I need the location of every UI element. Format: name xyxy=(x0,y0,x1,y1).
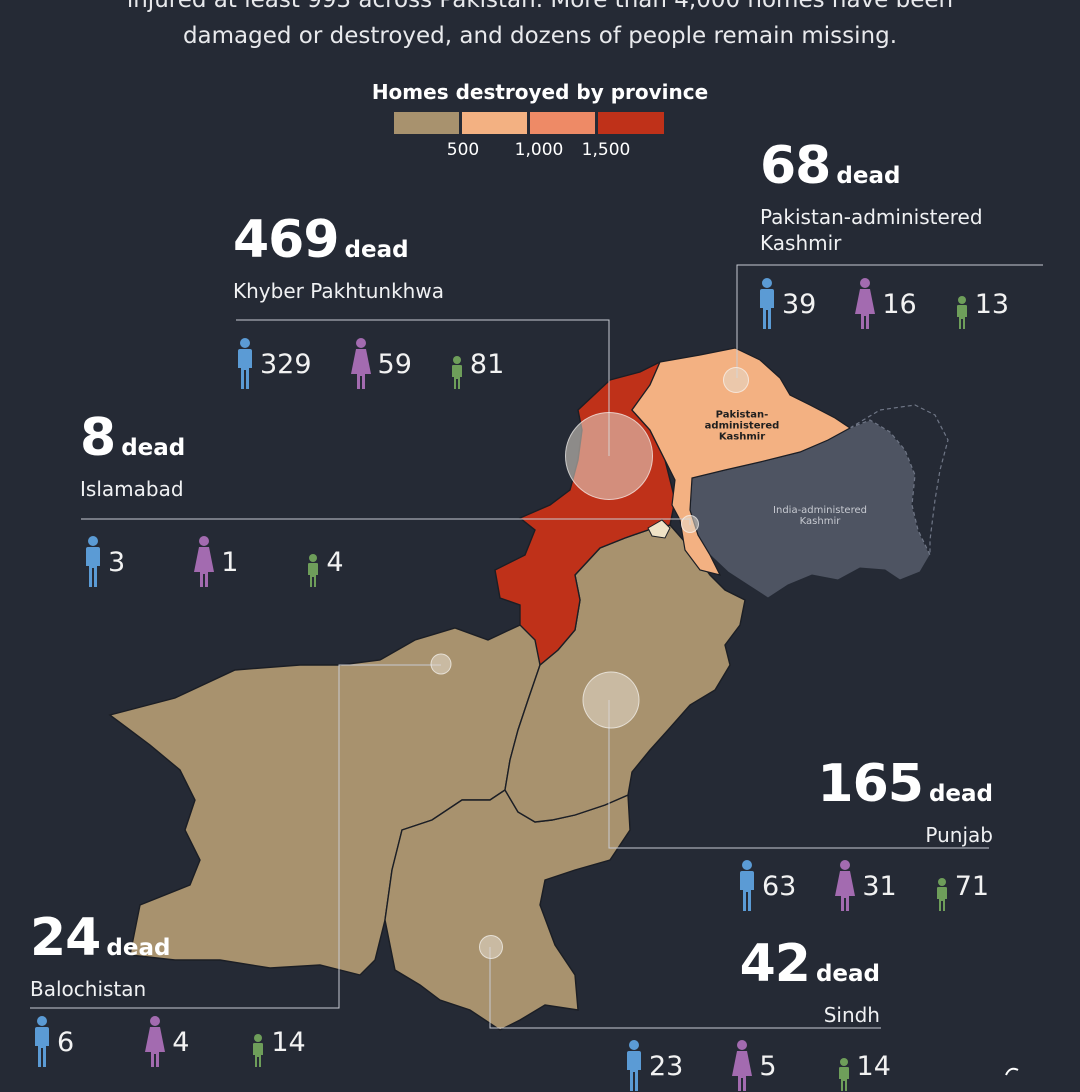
woman-icon xyxy=(193,536,215,588)
children-bal: 14 xyxy=(271,1026,306,1058)
marker-pun xyxy=(582,671,640,729)
region-disputed-outline xyxy=(849,404,949,556)
marker-kp xyxy=(565,412,653,500)
man-icon xyxy=(758,278,776,330)
legend-tick-1500: 1,500 xyxy=(581,140,631,160)
women-kp: 59 xyxy=(377,348,412,380)
children-isb: 4 xyxy=(326,546,344,578)
legend-swatch-3 xyxy=(598,112,664,134)
man-icon xyxy=(738,860,756,912)
stats-sin: 23 5 14 xyxy=(625,1040,929,1092)
name-pun: Punjab xyxy=(925,823,993,847)
man-icon xyxy=(84,536,102,588)
legend-swatch-2 xyxy=(530,112,595,134)
legend-title: Homes destroyed by province xyxy=(371,80,709,104)
child-icon xyxy=(251,1016,265,1068)
women-isb: 1 xyxy=(221,546,239,578)
legend-tick-1000: 1,000 xyxy=(514,140,564,160)
woman-icon xyxy=(834,860,856,912)
intro-line-1: injured at least 993 across Pakistan. Mo… xyxy=(126,0,954,13)
woman-icon xyxy=(144,1016,166,1068)
name-isb: Islamabad xyxy=(80,477,184,501)
child-icon xyxy=(935,860,949,912)
child-icon xyxy=(306,536,320,588)
leader-line-pun xyxy=(608,700,989,849)
deaths-bal: 24 dead xyxy=(30,908,171,968)
marker-sin xyxy=(479,935,503,959)
callout-isb: 8 dead Islamabad xyxy=(80,410,185,502)
map-label-india-kashmir: India-administered Kashmir xyxy=(773,505,867,527)
woman-icon xyxy=(854,278,876,330)
callout-kp: 469 dead Khyber Pakhtunkhwa xyxy=(233,212,444,304)
name-ajk-line-2: Kashmir xyxy=(760,231,842,255)
women-ajk: 16 xyxy=(882,288,917,320)
callout-sin: 42 dead Sindh xyxy=(640,936,880,1028)
deaths-ajk: 68 dead xyxy=(760,136,901,196)
leader-line-sin xyxy=(489,947,881,1029)
intro-text: injured at least 993 across Pakistan. Mo… xyxy=(0,0,1080,54)
leader-line-kp xyxy=(236,319,610,456)
man-icon xyxy=(625,1040,643,1092)
marker-bal xyxy=(430,653,452,675)
legend-tick-500: 500 xyxy=(446,140,480,160)
name-ajk-line-1: Pakistan-administered xyxy=(760,205,983,229)
callout-pun: 165 dead Punjab xyxy=(740,756,993,848)
stats-pun: 63 31 71 xyxy=(738,860,1027,912)
marker-ajk xyxy=(723,367,749,393)
child-icon xyxy=(450,338,464,390)
deaths-sin: 42 dead xyxy=(739,934,880,994)
stats-isb: 3 1 4 xyxy=(84,536,382,588)
women-bal: 4 xyxy=(172,1026,190,1058)
name-bal: Balochistan xyxy=(30,977,147,1001)
legend-swatch-0 xyxy=(394,112,459,134)
men-bal: 6 xyxy=(57,1026,75,1058)
woman-icon xyxy=(731,1040,753,1092)
name-sin: Sindh xyxy=(823,1003,880,1027)
legend-swatch-1 xyxy=(462,112,527,134)
child-icon xyxy=(955,278,969,330)
men-pun: 63 xyxy=(762,870,797,902)
men-kp: 329 xyxy=(260,348,312,380)
men-sin: 23 xyxy=(649,1050,684,1082)
stats-ajk: 39 16 13 xyxy=(758,278,1047,330)
deaths-pun: 165 dead xyxy=(817,754,993,814)
women-pun: 31 xyxy=(862,870,897,902)
men-isb: 3 xyxy=(108,546,126,578)
children-kp: 81 xyxy=(469,348,505,380)
children-sin: 14 xyxy=(856,1050,891,1082)
name-kp: Khyber Pakhtunkhwa xyxy=(233,279,444,303)
callout-bal: 24 dead Balochistan xyxy=(30,910,170,1002)
men-ajk: 39 xyxy=(782,288,817,320)
women-sin: 5 xyxy=(759,1050,777,1082)
children-pun: 71 xyxy=(954,870,990,902)
child-icon xyxy=(837,1040,851,1092)
stats-bal: 6 4 14 xyxy=(33,1016,344,1068)
leader-line-bal xyxy=(30,664,441,1009)
region-sindh xyxy=(384,789,631,1031)
deaths-kp: 469 dead xyxy=(233,210,409,270)
children-ajk: 13 xyxy=(974,288,1010,320)
deaths-isb: 8 dead xyxy=(80,408,186,468)
intro-line-2: damaged or destroyed, and dozens of peop… xyxy=(182,23,898,49)
marker-isb xyxy=(681,515,699,533)
man-icon xyxy=(236,338,254,390)
logo-mark xyxy=(1005,1067,1019,1076)
man-icon xyxy=(33,1016,51,1068)
map-label-pakistan-kashmir: Pakistan-administered Kashmir xyxy=(704,409,780,443)
callout-ajk: 68 dead Pakistan-administered Kashmir xyxy=(760,138,983,256)
woman-icon xyxy=(350,338,372,390)
region-islamabad xyxy=(647,519,671,539)
leader-line-ajk xyxy=(736,264,1043,378)
stats-kp: 329 59 81 xyxy=(236,338,542,390)
